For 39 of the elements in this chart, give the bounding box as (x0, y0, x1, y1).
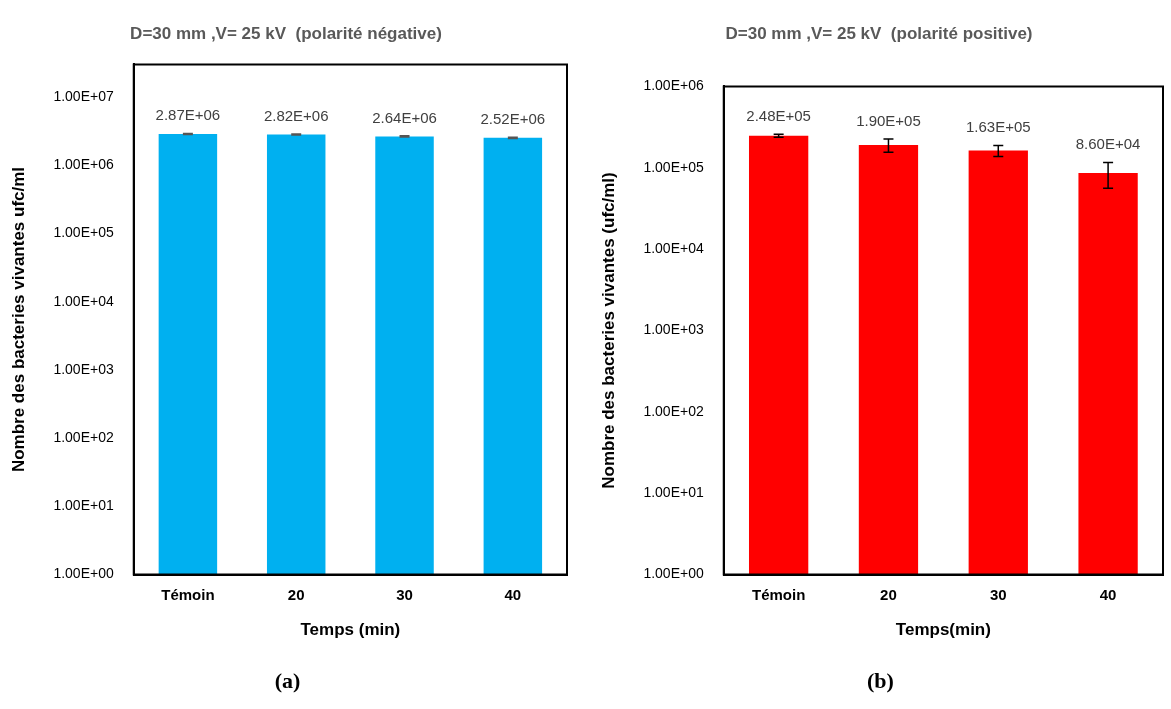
y-tick-label: 1.00E+02 (643, 402, 704, 419)
y-tick-label: 1.00E+00 (643, 565, 704, 582)
data-label: 2.52E+06 (480, 109, 546, 127)
y-axis-title: Nombre des bacteries vivantes ufc/ml (8, 166, 28, 473)
x-tick-label: 20 (880, 585, 897, 603)
text: (b) (866, 668, 895, 694)
y-tick-label: 1.00E+01 (643, 484, 704, 501)
x-tick-label: Témoin (161, 585, 215, 603)
y-tick-label: 1.00E+01 (53, 497, 114, 514)
x-tick-label: 40 (504, 585, 522, 603)
x-axis-title: Temps(min) (895, 620, 991, 640)
data-label: 2.82E+06 (263, 106, 329, 124)
y-tick-label: 1.00E+04 (53, 292, 114, 309)
y-tick-label: 1.00E+06 (53, 156, 114, 173)
data-label: 1.90E+05 (856, 111, 921, 129)
x-tick-label: Témoin (751, 585, 806, 603)
x-tick-label: 40 (1099, 585, 1117, 603)
data-label: 2.87E+06 (155, 106, 221, 124)
y-tick-label: 1.00E+05 (53, 224, 114, 241)
y-tick-label: 1.00E+00 (53, 565, 114, 582)
x-tick-label: 20 (287, 585, 305, 603)
y-tick-label: 1.00E+03 (53, 360, 114, 377)
x-tick-label: 30 (989, 585, 1007, 603)
y-tick-label: 1.00E+05 (643, 158, 704, 175)
y-tick-label: 1.00E+04 (643, 239, 704, 256)
x-axis-title: Temps (min) (300, 620, 401, 640)
y-tick-label: 1.00E+02 (53, 428, 114, 445)
y-tick-label: 1.00E+07 (53, 87, 114, 104)
data-label: 2.48E+05 (746, 106, 811, 124)
text: (a) (273, 668, 302, 694)
y-tick-label: 1.00E+06 (643, 77, 704, 94)
y-axis-title: Nombre des bacteries vivantes (ufc/ml) (598, 172, 618, 489)
chart-title: D=30 mm ,V= 25 kV (polarité négative) (130, 23, 442, 43)
data-label: 1.63E+05 (965, 118, 1031, 136)
chart-title: D=30 mm ,V= 25 kV (polarité positive) (725, 23, 1033, 43)
y-tick-label: 1.00E+03 (643, 321, 704, 338)
data-label: 8.60E+04 (1075, 135, 1141, 153)
x-tick-label: 30 (396, 585, 413, 603)
data-label: 2.64E+06 (372, 108, 437, 126)
